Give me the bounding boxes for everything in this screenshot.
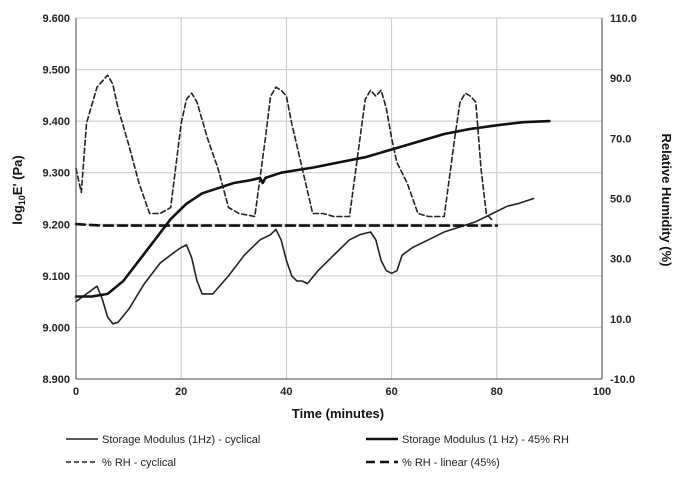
y-left-tick-label: 9.200 [42,219,70,231]
y-left-tick-label: 9.600 [42,13,70,25]
x-tick-label: 100 [593,386,611,398]
legend-label-3: % RH - cyclical [102,457,176,469]
y-left-title-sub: 10 [17,195,27,205]
y-right-tick-label: 10.0 [610,314,631,326]
series-line-1 [75,197,535,325]
y-left-title-rest: E' (Pa) [10,155,25,195]
y-right-axis-title: Relative Humidity (%) [659,134,673,267]
x-tick-label: 0 [73,386,79,398]
y-right-tick-label: 70.0 [610,133,631,145]
x-axis-title: Time (minutes) [292,406,384,421]
ticks-layer: 0 20 40 60 80 100 8.900 9.000 9.100 9.200 9.300 9.4… [42,13,636,398]
y-left-tick-label: 9.100 [42,271,70,283]
y-left-tick-label: 9.500 [42,65,70,77]
x-tick-label: 20 [175,386,187,398]
y-right-tick-label: 30.0 [610,254,631,266]
y-left-tick-label: 9.000 [42,322,70,334]
series-line-3 [75,74,493,221]
legend-label-2: Storage Modulus (1 Hz) - 45% RH [402,434,569,446]
y-left-axis-title: log10E' (Pa) [10,155,27,224]
series-line-4 [74,222,499,227]
x-tick-label: 40 [280,386,292,398]
y-right-tick-label: 110.0 [610,13,637,25]
y-left-tick-label: 8.900 [42,374,70,386]
x-tick-label: 60 [385,386,397,398]
x-tick-label: 80 [491,386,503,398]
legend: Storage Modulus (1Hz) - cyclical Storage … [66,434,569,469]
y-right-tick-label: 50.0 [610,194,631,206]
grid-layer [75,17,603,380]
y-left-tick-label: 9.300 [42,168,70,180]
legend-label-1: Storage Modulus (1Hz) - cyclical [102,434,260,446]
y-right-tick-label: -10.0 [610,374,635,386]
legend-label-4: % RH - linear (45%) [402,457,500,469]
axes-layer [75,18,603,380]
y-right-tick-label: 90.0 [610,73,631,85]
series-layer [74,74,551,325]
series-line-2 [74,119,551,298]
y-left-tick-label: 9.400 [42,116,70,128]
y-left-title-main: log [10,205,25,225]
